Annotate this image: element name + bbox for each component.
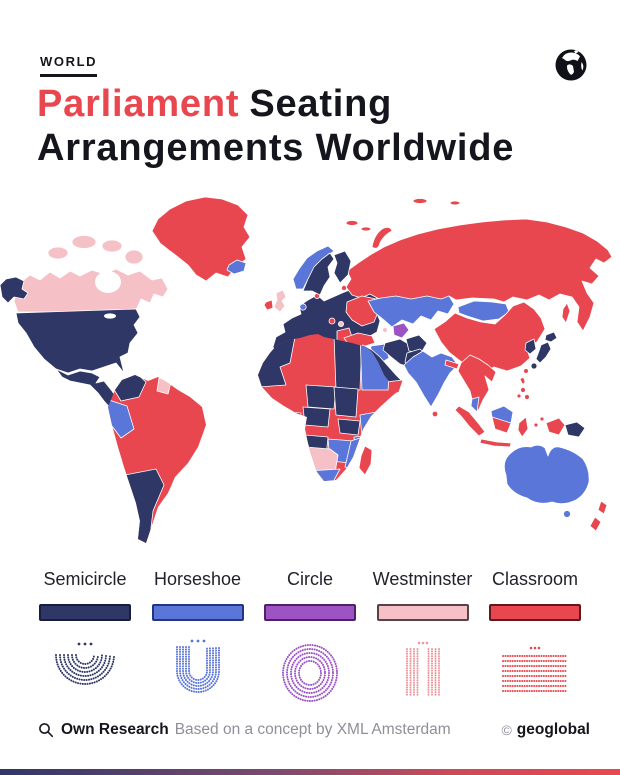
- country-usa: [15, 308, 141, 374]
- credit: © geoglobal: [501, 721, 590, 739]
- region-central-asia: [367, 295, 510, 339]
- world-map: [0, 196, 613, 543]
- country-canada: [13, 235, 169, 313]
- credit-name: geoglobal: [516, 721, 590, 738]
- legend-item-classroom: Classroom: [482, 569, 588, 705]
- globe-icon: [555, 49, 587, 81]
- country-madagascar: [358, 445, 373, 476]
- westminster-diagram-icon: [405, 641, 440, 696]
- search-icon: [39, 723, 54, 738]
- country-russia: [345, 198, 613, 332]
- legend-item-westminster: Westminster: [370, 569, 476, 705]
- region-oceania: [503, 444, 608, 532]
- legend-item-horseshoe: Horseshoe: [145, 569, 251, 705]
- region-southeast-asia: [454, 354, 586, 448]
- legend-swatch-westminster: [376, 604, 469, 621]
- legend-label: Westminster: [372, 569, 473, 589]
- title-rest: Seating: [249, 83, 393, 125]
- legend-label: Semicircle: [43, 569, 127, 589]
- south-america: [108, 375, 206, 543]
- classroom-diagram-icon: [502, 646, 568, 692]
- page-title: Parliament Seating Arrangements Worldwide: [37, 82, 514, 170]
- kicker: WORLD: [40, 54, 98, 77]
- legend: Semicircle Horseshoe: [32, 569, 588, 705]
- legend-swatch-classroom: [489, 604, 581, 621]
- circle-diagram-icon: [282, 644, 338, 702]
- title-line2: Arrangements Worldwide: [37, 127, 515, 170]
- horseshoe-diagram-icon: [175, 639, 220, 693]
- legend-label: Classroom: [491, 569, 579, 589]
- legend-label: Horseshoe: [153, 569, 242, 589]
- legend-swatch-horseshoe: [151, 604, 244, 621]
- legend-swatch-circle: [264, 604, 356, 621]
- region-south-asia: [403, 350, 467, 418]
- legend-item-circle: Circle: [257, 569, 363, 705]
- source-label: Own Research: [61, 721, 169, 738]
- country-greenland: [151, 196, 251, 282]
- bottom-gradient-bar: [0, 769, 620, 775]
- title-highlight: Parliament: [37, 83, 240, 125]
- footer: Own Research Based on a concept by XML A…: [38, 721, 590, 739]
- country-alaska: [0, 276, 29, 304]
- semicircle-diagram-icon: [55, 642, 115, 685]
- copyright-symbol: ©: [501, 722, 512, 738]
- legend-label: Circle: [286, 569, 333, 589]
- source-description: Based on a concept by XML Amsterdam: [174, 721, 451, 738]
- legend-swatch-semicircle: [39, 604, 131, 621]
- source-note: Own Research Based on a concept by XML A…: [38, 721, 451, 739]
- legend-item-semicircle: Semicircle: [32, 569, 138, 705]
